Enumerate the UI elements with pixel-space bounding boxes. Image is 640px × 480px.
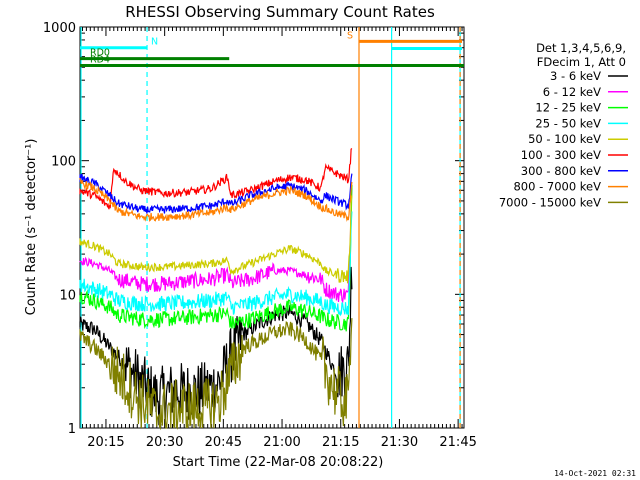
flag-label: S: [347, 30, 353, 41]
series-line: [79, 173, 353, 214]
legend-header-1: Det 1,3,4,5,6,9,: [536, 41, 626, 55]
legend-label: 25 - 50 keV: [535, 116, 601, 130]
y-axis: 1 10 100 1000: [43, 21, 464, 437]
vertical-markers: [80, 27, 461, 428]
legend-label: 12 - 25 keV: [535, 101, 601, 115]
x-tick-label: 20:30: [146, 435, 183, 450]
y-axis-label: Count Rate (s⁻¹ detector⁻¹): [24, 139, 39, 316]
legend-label: 6 - 12 keV: [543, 85, 601, 99]
x-tick-label: 20:15: [87, 435, 124, 450]
chart-title: RHESSI Observing Summary Count Rates: [125, 3, 435, 21]
x-tick-label: 21:30: [381, 435, 418, 450]
y-tick-label: 10: [59, 288, 76, 303]
series-line: [79, 188, 353, 304]
y-tick-label: 100: [51, 155, 76, 170]
legend-header-2: FDecim 1, Att 0: [537, 55, 626, 69]
legend-label: 300 - 800 keV: [521, 164, 601, 178]
x-tick-label: 21:00: [263, 435, 300, 450]
flag-label: N: [151, 37, 158, 48]
legend: Det 1,3,4,5,6,9, FDecim 1, Att 0 3 - 6 k…: [499, 41, 628, 209]
flag-label: RD4: [90, 55, 110, 66]
series-line: [79, 184, 353, 332]
series-line: [79, 211, 353, 317]
legend-label: 800 - 7000 keV: [513, 180, 601, 194]
series-line: [79, 178, 353, 222]
plot-frame: [79, 26, 465, 429]
footer-date: 14-Oct-2021 02:31: [554, 469, 636, 478]
series-layer: [79, 148, 353, 431]
y-tick-label: 1000: [43, 21, 76, 36]
legend-label: 100 - 300 keV: [521, 148, 601, 162]
x-axis: 20:15 20:30 20:45 21:00 21:15 21:30 21:45: [81, 27, 477, 450]
series-line: [79, 318, 353, 431]
series-line: [79, 148, 353, 210]
legend-label: 50 - 100 keV: [528, 132, 601, 146]
y-tick-label: 1: [68, 422, 76, 437]
flag-label: RD0: [90, 48, 110, 59]
x-tick-label: 20:45: [205, 435, 242, 450]
x-axis-label: Start Time (22-Mar-08 20:08:22): [173, 455, 384, 470]
x-tick-label: 21:15: [322, 435, 359, 450]
series-line: [79, 195, 353, 284]
legend-label: 3 - 6 keV: [550, 69, 601, 83]
x-tick-label: 21:45: [439, 435, 476, 450]
legend-label: 7000 - 15000 keV: [499, 195, 601, 209]
